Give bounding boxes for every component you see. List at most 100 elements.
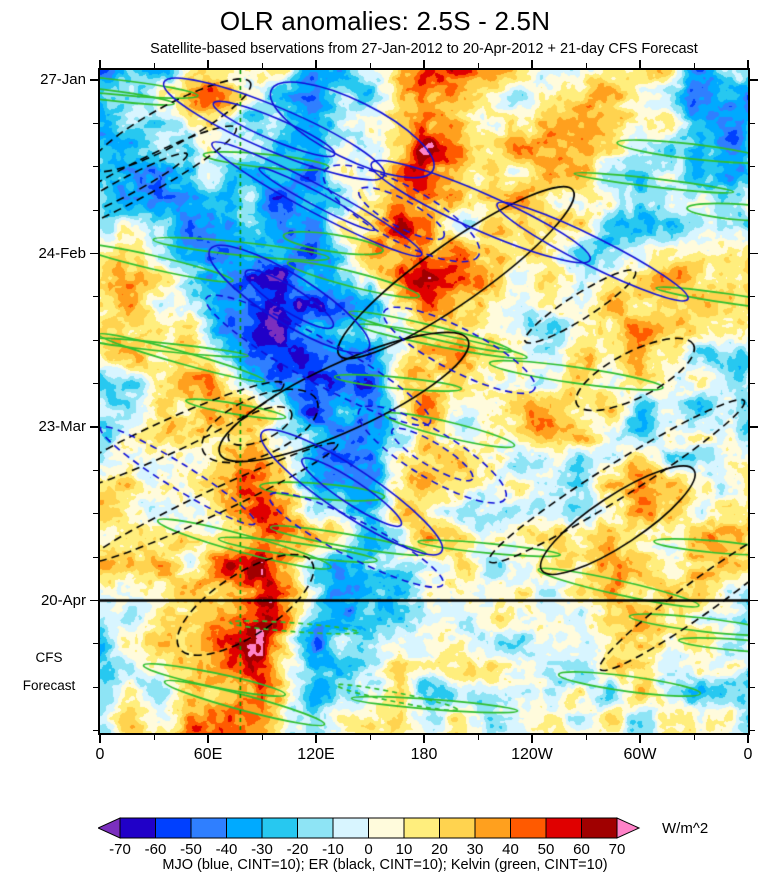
x-tick-label: 120W bbox=[511, 746, 553, 763]
axis-tick bbox=[750, 252, 758, 255]
axis-tick bbox=[585, 63, 587, 68]
axis-tick bbox=[207, 735, 209, 743]
colorbar: -70 -60 -50 -40 -30 -20 -10 0 10 20 30 40 50 60 70 bbox=[98, 817, 641, 858]
colorbar-tick-label: -20 bbox=[287, 841, 309, 858]
axis-tick bbox=[750, 296, 755, 298]
axis-tick bbox=[639, 735, 641, 743]
axis-tick bbox=[93, 513, 98, 515]
y-tick-label: 23-Mar bbox=[38, 418, 86, 436]
axis-tick bbox=[747, 60, 749, 68]
axis-tick bbox=[477, 735, 479, 740]
axis-tick bbox=[369, 63, 371, 68]
colorbar-segment bbox=[119, 817, 156, 839]
axis-tick bbox=[261, 735, 263, 740]
axis-tick bbox=[423, 735, 425, 743]
axis-tick bbox=[93, 296, 98, 298]
colorbar-tick-label: 50 bbox=[538, 841, 555, 858]
axis-tick bbox=[315, 735, 317, 743]
page-title: OLR anomalies: 2.5S - 2.5N bbox=[219, 6, 551, 36]
colorbar-segment bbox=[474, 817, 511, 839]
y-tick-label: 24-Feb bbox=[38, 244, 86, 262]
colorbar-segment bbox=[261, 817, 298, 839]
axis-tick bbox=[750, 79, 758, 81]
colorbar-segment bbox=[510, 817, 547, 839]
axis-tick bbox=[90, 252, 98, 255]
axis-tick bbox=[750, 383, 755, 385]
axis-tick bbox=[93, 686, 98, 688]
axis-tick bbox=[93, 643, 98, 645]
y-tick-label: 27-Jan bbox=[40, 71, 86, 88]
axis-tick bbox=[93, 339, 98, 341]
axis-tick bbox=[747, 735, 749, 743]
x-tick-label: 0 bbox=[743, 746, 753, 763]
colorbar-tick-label: 60 bbox=[573, 841, 590, 858]
axis-tick bbox=[693, 735, 695, 740]
axis-tick bbox=[369, 735, 371, 740]
axis-tick bbox=[315, 60, 317, 68]
chart-subtitle: Satellite-based bservations from 27-Jan-… bbox=[150, 41, 698, 57]
colorbar-segment bbox=[332, 817, 369, 839]
axis-tick bbox=[750, 209, 755, 211]
axis-tick bbox=[93, 469, 98, 471]
colorbar-segment bbox=[403, 817, 440, 839]
axis-tick bbox=[531, 735, 533, 743]
x-tick-label: 120E bbox=[297, 746, 335, 763]
axis-tick bbox=[90, 599, 98, 602]
plot-frame bbox=[98, 68, 750, 735]
colorbar-tick-label: 30 bbox=[467, 841, 484, 858]
colorbar-tick-label: -10 bbox=[322, 841, 344, 858]
axis-tick bbox=[639, 60, 641, 68]
axis-tick bbox=[750, 513, 755, 515]
axis-tick bbox=[90, 426, 98, 428]
hovmoller-heatmap-canvas bbox=[100, 70, 748, 733]
axis-tick bbox=[93, 730, 98, 732]
axis-tick bbox=[750, 730, 755, 732]
x-tick-label: 180 bbox=[410, 746, 438, 763]
colorbar-segment bbox=[545, 817, 582, 839]
x-tick-label: 60W bbox=[623, 746, 657, 763]
colorbar-tick-label: -40 bbox=[216, 841, 238, 858]
axis-tick bbox=[750, 599, 758, 602]
colorbar-segment bbox=[368, 817, 405, 839]
axis-tick bbox=[99, 60, 101, 68]
colorbar-segment bbox=[581, 817, 618, 839]
axis-tick bbox=[261, 63, 263, 68]
colorbar-segment bbox=[226, 817, 263, 839]
axis-tick bbox=[531, 60, 533, 68]
colorbar-segment bbox=[439, 817, 476, 839]
axis-tick bbox=[750, 166, 755, 168]
axis-tick bbox=[750, 556, 755, 558]
colorbar-left-arrow bbox=[98, 817, 121, 839]
axis-tick bbox=[90, 79, 98, 81]
axis-tick bbox=[750, 339, 755, 341]
x-tick-label: 60E bbox=[193, 746, 223, 763]
colorbar-tick-label: -60 bbox=[145, 841, 167, 858]
axis-tick bbox=[750, 122, 755, 124]
axis-tick bbox=[585, 735, 587, 740]
axis-tick bbox=[207, 60, 209, 68]
colorbar-right-arrow bbox=[616, 817, 641, 839]
cfs-forecast-label-line1: CFS bbox=[35, 650, 63, 665]
axis-tick bbox=[93, 166, 98, 168]
legend-caption: MJO (blue, CINT=10); ER (black, CINT=10)… bbox=[162, 857, 608, 873]
colorbar-tick-label: 10 bbox=[396, 841, 413, 858]
colorbar-unit-label: W/m^2 bbox=[662, 820, 709, 837]
colorbar-segment bbox=[155, 817, 192, 839]
axis-tick bbox=[153, 63, 155, 68]
axis-tick bbox=[750, 686, 755, 688]
colorbar-segment bbox=[297, 817, 334, 839]
axis-tick bbox=[99, 735, 101, 743]
axis-tick bbox=[750, 426, 758, 428]
axis-tick bbox=[693, 63, 695, 68]
colorbar-tick-label: -30 bbox=[251, 841, 273, 858]
axis-tick bbox=[93, 209, 98, 211]
colorbar-tick-label: 40 bbox=[502, 841, 519, 858]
axis-tick bbox=[423, 60, 425, 68]
colorbar-tick-label: -50 bbox=[180, 841, 202, 858]
colorbar-tick-label: 20 bbox=[431, 841, 448, 858]
axis-tick bbox=[93, 556, 98, 558]
colorbar-segment bbox=[190, 817, 227, 839]
cfs-forecast-label-line2: Forecast bbox=[22, 678, 76, 693]
colorbar-tick-label: -70 bbox=[109, 841, 131, 858]
